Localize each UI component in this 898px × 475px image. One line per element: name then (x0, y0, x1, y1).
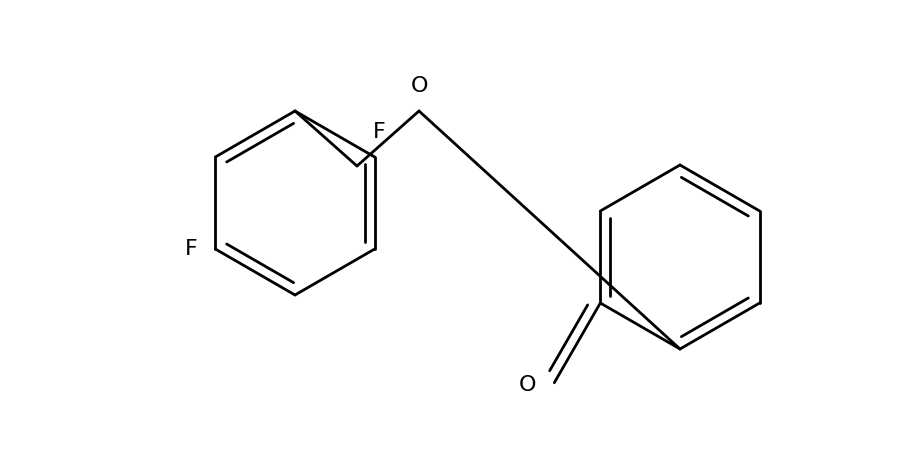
Text: F: F (185, 239, 198, 259)
Text: O: O (519, 375, 536, 395)
Text: F: F (374, 122, 386, 142)
Text: O: O (410, 76, 427, 96)
